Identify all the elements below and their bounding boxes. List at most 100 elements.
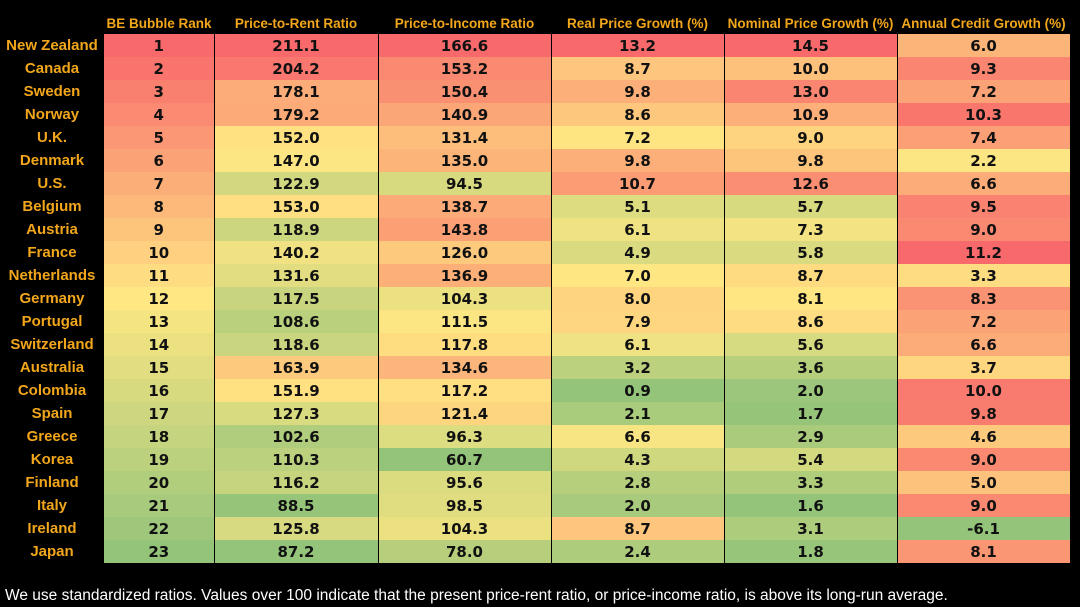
- heatmap-cell: 7.0: [551, 264, 725, 287]
- heatmap-cell: 118.9: [214, 218, 379, 241]
- heatmap-cell: 9.0: [897, 448, 1071, 471]
- table-row: New Zealand 1 211.1 166.6 13.2 14.5 6.0: [0, 34, 1071, 57]
- heatmap-cell: 5: [104, 126, 215, 149]
- heatmap-cell: 1.7: [724, 402, 898, 425]
- heatmap-cell: 7.2: [897, 80, 1071, 103]
- table-row: Australia 15 163.9 134.6 3.2 3.6 3.7: [0, 356, 1071, 379]
- row-label: France: [0, 241, 104, 264]
- table-row: Austria 9 118.9 143.8 6.1 7.3 9.0: [0, 218, 1071, 241]
- row-label: Norway: [0, 103, 104, 126]
- row-label: Switzerland: [0, 333, 104, 356]
- heatmap-cell: 102.6: [214, 425, 379, 448]
- heatmap-cell: 122.9: [214, 172, 379, 195]
- heatmap-cell: 6.1: [551, 218, 725, 241]
- heatmap-cell: 152.0: [214, 126, 379, 149]
- heatmap-cell: 8.1: [897, 540, 1071, 563]
- heatmap-cell: 6: [104, 149, 215, 172]
- heatmap-cell: 117.2: [378, 379, 552, 402]
- heatmap-cell: 7: [104, 172, 215, 195]
- heatmap-cell: 9.3: [897, 57, 1071, 80]
- heatmap-cell: 5.4: [724, 448, 898, 471]
- heatmap-cell: 78.0: [378, 540, 552, 563]
- table-row: Denmark 6 147.0 135.0 9.8 9.8 2.2: [0, 149, 1071, 172]
- heatmap-cell: 6.6: [897, 172, 1071, 195]
- heatmap-cell: 163.9: [214, 356, 379, 379]
- heatmap-cell: 19: [104, 448, 215, 471]
- table-row: Portugal 13 108.6 111.5 7.9 8.6 7.2: [0, 310, 1071, 333]
- heatmap-cell: 21: [104, 494, 215, 517]
- heatmap-cell: 166.6: [378, 34, 552, 57]
- heatmap-cell: 211.1: [214, 34, 379, 57]
- heatmap-cell: 1: [104, 34, 215, 57]
- heatmap-cell: 10: [104, 241, 215, 264]
- corner-cell: [0, 12, 104, 34]
- heatmap-cell: 151.9: [214, 379, 379, 402]
- heatmap-cell: 22: [104, 517, 215, 540]
- heatmap-cell: 8.6: [551, 103, 725, 126]
- heatmap-cell: 10.0: [724, 57, 898, 80]
- heatmap-cell: 2.2: [897, 149, 1071, 172]
- row-label: Denmark: [0, 149, 104, 172]
- heatmap-cell: 143.8: [378, 218, 552, 241]
- heatmap-cell: 6.0: [897, 34, 1071, 57]
- heatmap-cell: 2.1: [551, 402, 725, 425]
- table-row: Canada 2 204.2 153.2 8.7 10.0 9.3: [0, 57, 1071, 80]
- heatmap-cell: 7.9: [551, 310, 725, 333]
- table-row: Greece 18 102.6 96.3 6.6 2.9 4.6: [0, 425, 1071, 448]
- heatmap-cell: 4.3: [551, 448, 725, 471]
- row-label: Germany: [0, 287, 104, 310]
- heatmap-cell: 23: [104, 540, 215, 563]
- table-row: Netherlands 11 131.6 136.9 7.0 8.7 3.3: [0, 264, 1071, 287]
- table-row: U.S. 7 122.9 94.5 10.7 12.6 6.6: [0, 172, 1071, 195]
- heatmap-cell: 3.6: [724, 356, 898, 379]
- table-row: Colombia 16 151.9 117.2 0.9 2.0 10.0: [0, 379, 1071, 402]
- heatmap-cell: 2.8: [551, 471, 725, 494]
- heatmap-cell: 12: [104, 287, 215, 310]
- row-label: Ireland: [0, 517, 104, 540]
- row-label: Japan: [0, 540, 104, 563]
- table-row: Belgium 8 153.0 138.7 5.1 5.7 9.5: [0, 195, 1071, 218]
- heatmap-cell: 116.2: [214, 471, 379, 494]
- heatmap-cell: 134.6: [378, 356, 552, 379]
- heatmap-cell: 13.2: [551, 34, 725, 57]
- heatmap-table: BE Bubble Rank Price-to-Rent Ratio Price…: [0, 12, 1071, 563]
- row-label: Netherlands: [0, 264, 104, 287]
- heatmap-cell: 3.1: [724, 517, 898, 540]
- heatmap-cell: 131.6: [214, 264, 379, 287]
- heatmap-cell: 14: [104, 333, 215, 356]
- heatmap-cell: 204.2: [214, 57, 379, 80]
- heatmap-cell: 2.0: [724, 379, 898, 402]
- heatmap-cell: 9.0: [897, 494, 1071, 517]
- heatmap-cell: 117.5: [214, 287, 379, 310]
- heatmap-cell: 7.2: [897, 310, 1071, 333]
- column-header: Price-to-Income Ratio: [394, 15, 535, 31]
- heatmap-cell: 117.8: [378, 333, 552, 356]
- heatmap-cell: 121.4: [378, 402, 552, 425]
- heatmap-cell: 9.5: [897, 195, 1071, 218]
- heatmap-cell: 179.2: [214, 103, 379, 126]
- heatmap-cell: 4: [104, 103, 215, 126]
- heatmap-cell: 5.0: [897, 471, 1071, 494]
- heatmap-cell: 178.1: [214, 80, 379, 103]
- heatmap-cell: 2.4: [551, 540, 725, 563]
- heatmap-cell: 8.0: [551, 287, 725, 310]
- heatmap-cell: 10.3: [897, 103, 1071, 126]
- heatmap-cell: 131.4: [378, 126, 552, 149]
- heatmap-cell: 2: [104, 57, 215, 80]
- heatmap-cell: 111.5: [378, 310, 552, 333]
- heatmap-cell: 60.7: [378, 448, 552, 471]
- table-row: Japan 23 87.2 78.0 2.4 1.8 8.1: [0, 540, 1071, 563]
- heatmap-cell: 5.7: [724, 195, 898, 218]
- heatmap-cell: 8: [104, 195, 215, 218]
- heatmap-cell: 7.2: [551, 126, 725, 149]
- heatmap-cell: 110.3: [214, 448, 379, 471]
- heatmap-cell: 6.6: [551, 425, 725, 448]
- heatmap-cell: 140.9: [378, 103, 552, 126]
- heatmap-cell: 126.0: [378, 241, 552, 264]
- heatmap-cell: 14.5: [724, 34, 898, 57]
- column-header: Annual Credit Growth (%): [901, 15, 1066, 31]
- table-row: Switzerland 14 118.6 117.8 6.1 5.6 6.6: [0, 333, 1071, 356]
- heatmap-cell: 153.2: [378, 57, 552, 80]
- heatmap-cell: 94.5: [378, 172, 552, 195]
- column-header: Nominal Price Growth (%): [727, 15, 894, 31]
